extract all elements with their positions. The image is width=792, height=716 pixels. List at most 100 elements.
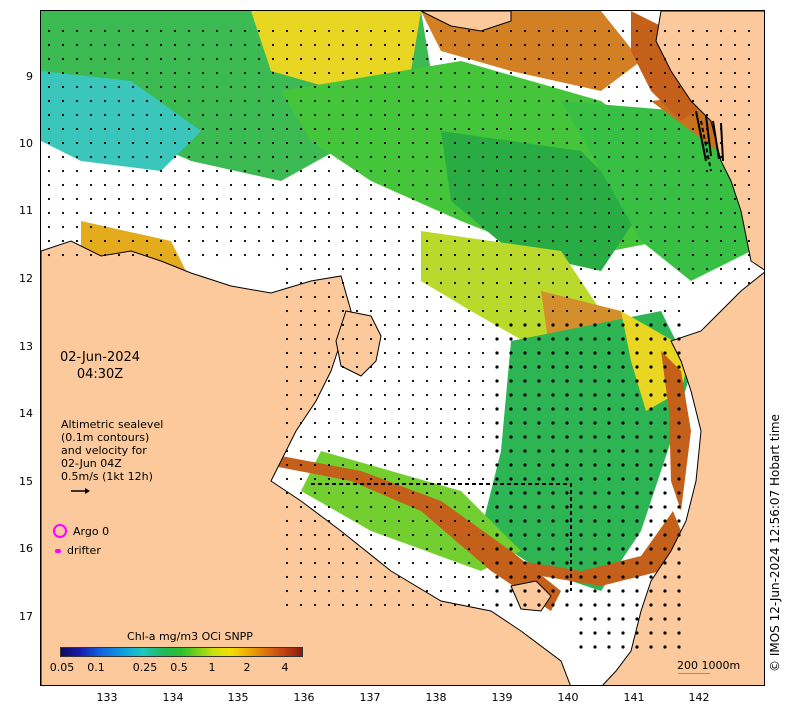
- velocity-dot: [187, 99, 191, 103]
- velocity-dot: [523, 71, 527, 75]
- velocity-dot: [355, 519, 359, 523]
- velocity-dot: [411, 99, 415, 103]
- velocity-dot: [285, 211, 289, 215]
- sealevel-line: 0.5m/s (1kt 12h): [61, 470, 153, 483]
- velocity-dot: [229, 43, 233, 47]
- velocity-dot: [607, 505, 611, 509]
- velocity-dot: [355, 323, 359, 327]
- velocity-dot: [131, 113, 135, 117]
- velocity-dot: [649, 253, 653, 257]
- velocity-dot: [355, 295, 359, 299]
- velocity-dot: [579, 155, 583, 159]
- velocity-dot: [313, 295, 317, 299]
- velocity-dot: [327, 561, 331, 565]
- velocity-dot: [131, 141, 135, 145]
- velocity-dot: [747, 113, 751, 117]
- velocity-dot: [411, 57, 415, 61]
- velocity-dot: [551, 169, 555, 173]
- velocity-dot: [579, 491, 583, 495]
- velocity-dot: [285, 85, 289, 89]
- velocity-dot: [159, 29, 163, 33]
- velocity-dot: [229, 141, 233, 145]
- velocity-dot: [607, 281, 611, 285]
- velocity-dot: [551, 519, 555, 523]
- velocity-dot: [439, 43, 443, 47]
- velocity-dot: [523, 155, 527, 159]
- velocity-dot: [495, 99, 499, 103]
- velocity-dot: [369, 435, 373, 439]
- colorbar-tick: 1: [208, 661, 216, 674]
- velocity-dot: [551, 435, 555, 439]
- velocity-dot: [397, 85, 401, 89]
- map-frame: [40, 10, 765, 686]
- velocity-dot: [537, 281, 541, 285]
- velocity-dot: [481, 379, 485, 383]
- velocity-dot: [145, 225, 149, 229]
- current-path: [311, 120, 712, 591]
- velocity-dot: [677, 519, 681, 523]
- velocity-dot: [187, 183, 191, 187]
- velocity-dot: [355, 575, 359, 579]
- velocity-dot: [383, 309, 387, 313]
- velocity-dot: [621, 547, 625, 551]
- velocity-dot: [411, 211, 415, 215]
- velocity-dot: [187, 71, 191, 75]
- velocity-dot: [369, 309, 373, 313]
- velocity-dot: [453, 505, 457, 509]
- velocity-dot: [75, 99, 79, 103]
- velocity-dot: [607, 491, 611, 495]
- velocity-dot: [425, 463, 429, 467]
- velocity-dot: [593, 337, 597, 341]
- velocity-dot: [509, 533, 513, 537]
- velocity-dot: [61, 29, 65, 33]
- velocity-dot: [481, 533, 485, 537]
- velocity-dot: [103, 99, 107, 103]
- velocity-dot: [509, 435, 513, 439]
- velocity-dot: [117, 239, 121, 243]
- velocity-dot: [663, 113, 667, 117]
- velocity-dot: [327, 351, 331, 355]
- velocity-dot: [481, 309, 485, 313]
- velocity-dot: [705, 85, 709, 89]
- velocity-dot: [593, 281, 597, 285]
- velocity-dot: [117, 127, 121, 131]
- velocity-dot: [369, 113, 373, 117]
- velocity-dot: [61, 155, 65, 159]
- velocity-dot: [537, 113, 541, 117]
- velocity-dot: [439, 393, 443, 397]
- velocity-dot: [327, 281, 331, 285]
- velocity-dot: [453, 533, 457, 537]
- velocity-dot: [635, 617, 639, 621]
- velocity-dot: [663, 225, 667, 229]
- velocity-dot: [523, 365, 527, 369]
- velocity-dot: [495, 561, 499, 565]
- velocity-dot: [607, 295, 611, 299]
- velocity-dot: [411, 85, 415, 89]
- velocity-dot: [509, 99, 513, 103]
- velocity-dot: [481, 85, 485, 89]
- velocity-dot: [369, 85, 373, 89]
- velocity-dot: [663, 477, 667, 481]
- velocity-dot: [341, 141, 345, 145]
- velocity-dot: [313, 267, 317, 271]
- velocity-dot: [411, 281, 415, 285]
- velocity-dot: [733, 197, 737, 201]
- velocity-dot: [117, 197, 121, 201]
- velocity-dot: [509, 113, 513, 117]
- velocity-dot: [565, 547, 569, 551]
- velocity-dot: [369, 295, 373, 299]
- velocity-dot: [411, 253, 415, 257]
- velocity-dot: [201, 57, 205, 61]
- velocity-dot: [397, 337, 401, 341]
- velocity-dot: [341, 127, 345, 131]
- velocity-dot: [509, 603, 513, 607]
- velocity-dot: [495, 463, 499, 467]
- velocity-dot: [649, 155, 653, 159]
- velocity-dot: [691, 281, 695, 285]
- velocity-dot: [145, 99, 149, 103]
- velocity-dot: [47, 85, 51, 89]
- velocity-dot: [215, 239, 219, 243]
- velocity-dot: [383, 57, 387, 61]
- velocity-dot: [677, 127, 681, 131]
- velocity-dot: [425, 589, 429, 593]
